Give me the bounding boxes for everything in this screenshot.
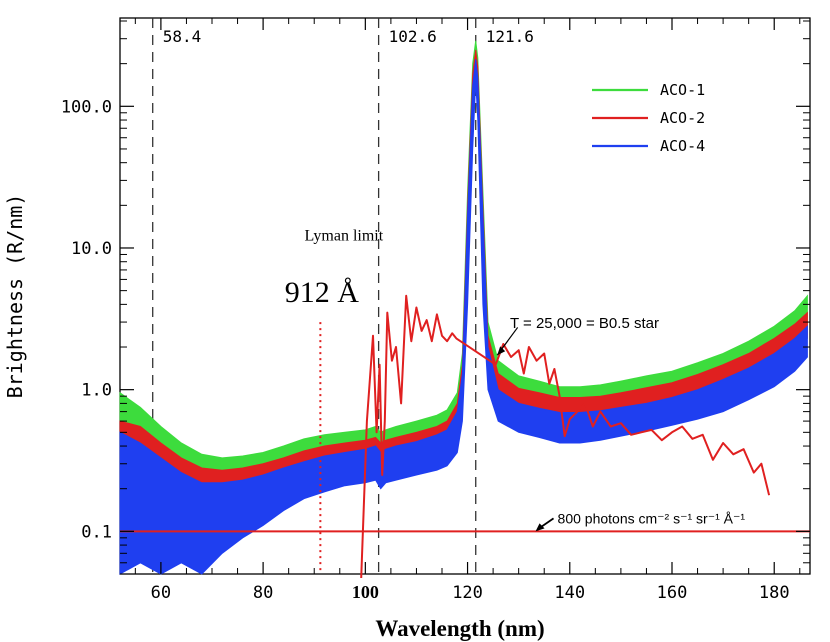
flux-line-group: 800 photons cm⁻² s⁻¹ sr⁻¹ Å⁻¹ [120,510,810,533]
reference-line-label: 121.6 [486,27,534,46]
x-axis-label: Wavelength (nm) [375,616,544,641]
model-curve-arrowhead [497,346,506,356]
reference-line-label: 58.4 [163,27,202,46]
x-tick-label: 140 [554,583,585,603]
flux-line-arrowhead [535,523,545,532]
x-tick-label: 160 [657,583,688,603]
y-axis-label: Brightness (R/nm) [3,194,27,399]
plot-area: 58.4 102.6 121.6 T = 25,000 = B0.5 star 80… [119,17,811,579]
x-tick-label: 60 [151,583,171,603]
x-tick-label: 180 [759,583,790,603]
x-tick-label: 100 [352,582,379,602]
y-tick-label: 100.0 [61,97,112,117]
legend-entry-label: ACO-4 [660,137,705,155]
flux-line-label: 800 photons cm⁻² s⁻¹ sr⁻¹ Å⁻¹ [558,510,746,526]
axes: 60 80 100 120 140 160 180 0.1 1.0 10.0 100.0 [61,18,810,603]
legend-entry-label: ACO-2 [660,109,705,127]
x-tick-label: 80 [253,583,273,603]
lyman-limit-label: 912 Å [285,276,360,309]
y-tick-label: 10.0 [71,239,112,259]
y-tick-label: 0.1 [81,522,112,542]
lyman-limit-group: Lyman limit 912 Å [285,227,384,574]
model-curve-group: T = 25,000 = B0.5 star [360,294,771,579]
y-tick-label: 1.0 [81,381,112,401]
model-curve [360,294,771,579]
x-tick-label: 120 [452,583,483,603]
model-curve-label: T = 25,000 = B0.5 star [510,315,659,332]
plot-frame [119,17,811,575]
legend: ACO-1 ACO-2 ACO-4 [585,50,785,165]
reference-line-label: 102.6 [389,27,437,46]
lyman-limit-title: Lyman limit [305,227,384,244]
legend-entry-label: ACO-1 [660,81,705,99]
